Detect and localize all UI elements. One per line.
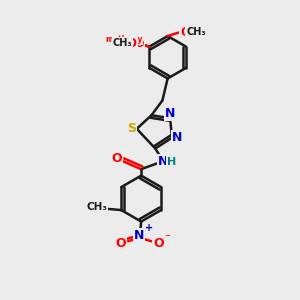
Text: CH₃: CH₃ (186, 27, 206, 37)
Text: CH₃: CH₃ (112, 38, 132, 47)
Text: H: H (167, 157, 176, 167)
Text: methoxy: methoxy (105, 35, 142, 44)
Text: O: O (112, 152, 122, 165)
Text: O: O (127, 37, 136, 50)
Text: CH₃: CH₃ (86, 202, 107, 212)
Text: S: S (127, 122, 136, 135)
Text: N: N (158, 155, 168, 168)
Text: N: N (172, 131, 182, 144)
Text: O: O (180, 26, 190, 39)
Text: ⁻: ⁻ (164, 234, 170, 244)
Text: N: N (165, 107, 175, 120)
Text: O: O (134, 39, 144, 49)
Text: O: O (153, 236, 164, 250)
Text: N: N (134, 229, 144, 242)
Text: +: + (145, 223, 153, 233)
Text: O: O (116, 236, 126, 250)
